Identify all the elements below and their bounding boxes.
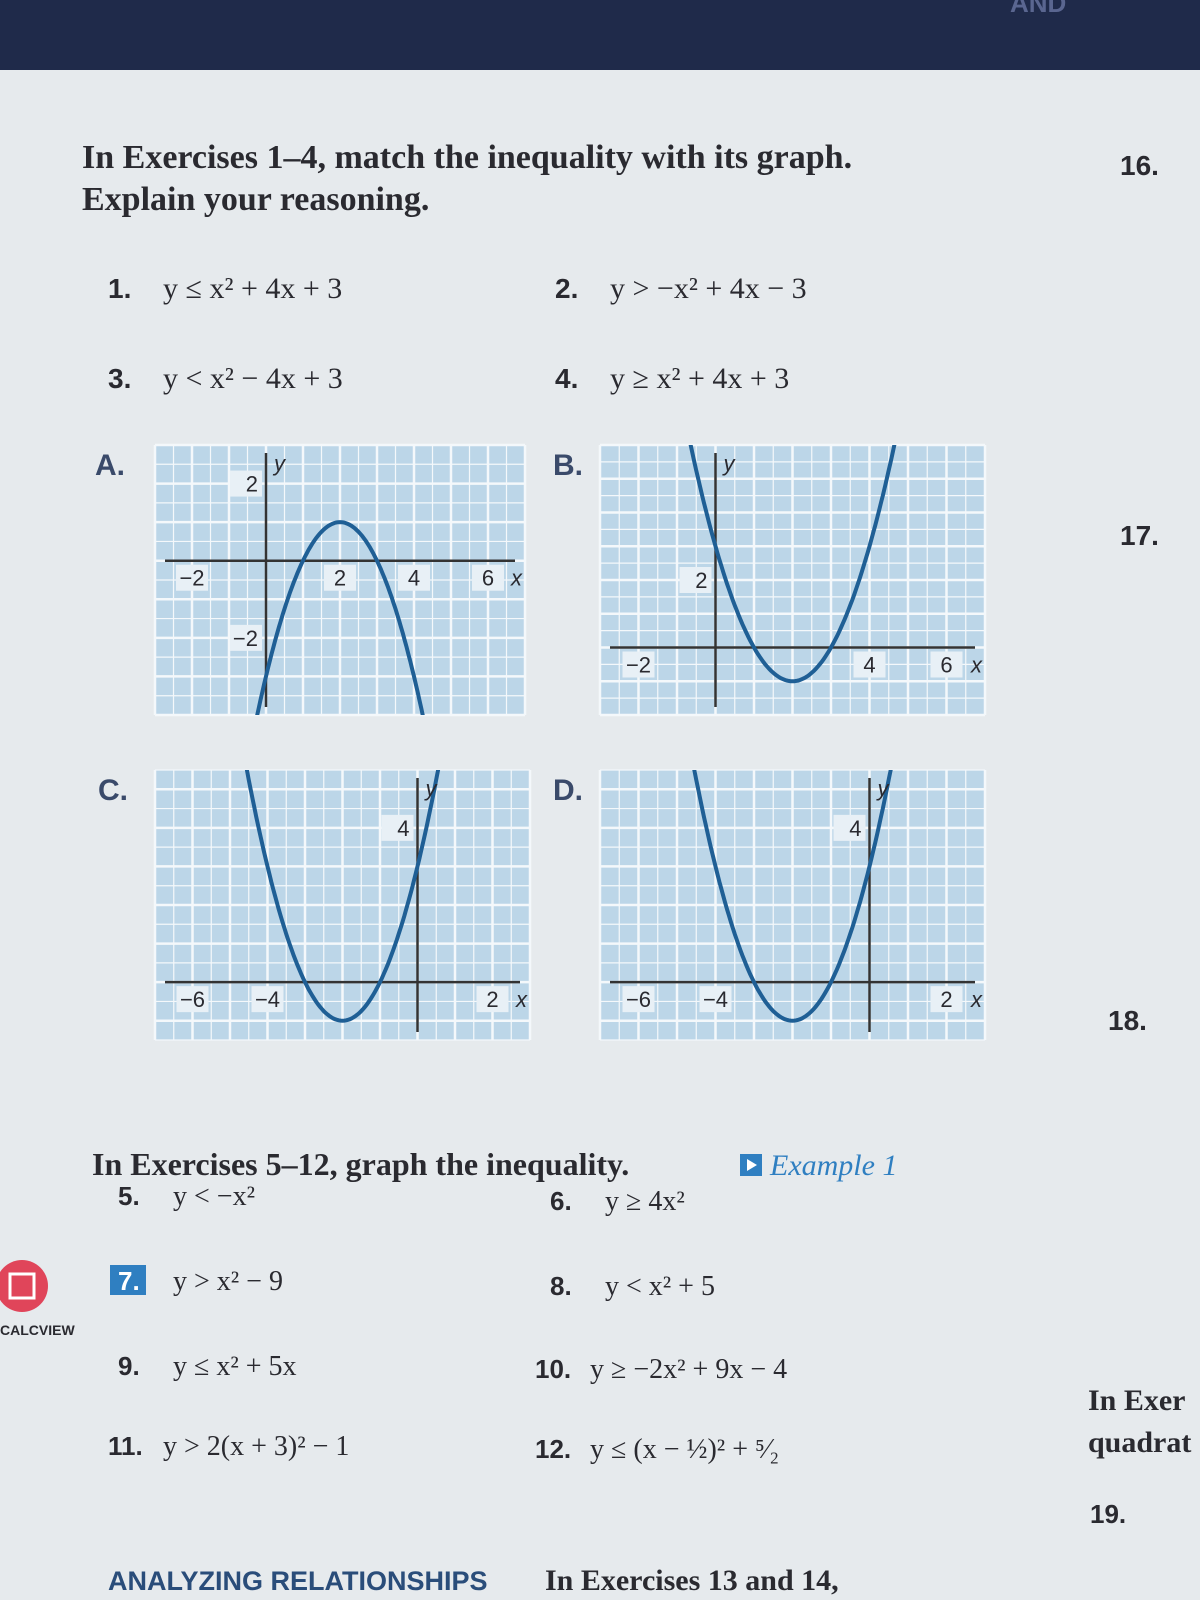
item-number: 11.	[108, 1431, 143, 1461]
y-tick-label: −2	[233, 626, 258, 651]
curve	[692, 770, 893, 1023]
tick-bg	[381, 814, 414, 841]
calcview-label: CALCVIEW	[0, 1322, 75, 1338]
tick-bg	[930, 651, 963, 678]
tick-bg	[622, 651, 655, 678]
x-axis-label: x	[970, 987, 983, 1012]
item-text: y ≤ x² + 5x	[173, 1351, 297, 1382]
x-tick-label: −4	[703, 987, 728, 1012]
graph-label: A.	[95, 449, 125, 482]
x-axis-label: x	[510, 566, 523, 591]
play-icon	[747, 1159, 757, 1171]
item-text: y ≥ −2x² + 9x − 4	[590, 1354, 787, 1385]
instructions: Explain your reasoning.	[82, 181, 429, 218]
x-tick-label: 4	[863, 653, 875, 678]
tick-bg	[833, 814, 866, 841]
y-tick-label: 4	[397, 816, 409, 841]
tick-bg	[622, 986, 655, 1013]
curve	[688, 445, 897, 684]
tick-bg	[230, 624, 262, 651]
x-tick-label: 2	[334, 566, 346, 591]
graph-label: B.	[553, 449, 583, 482]
exercise-number: 18.	[1108, 1005, 1147, 1036]
item-text: y ≥ 4x²	[605, 1186, 685, 1217]
items: 1. y ≤ x² + 4x + 3 2. y > −x² + 4x − 3 3. y <…	[108, 272, 807, 395]
footer-text: In Exercises 13 and 14,	[545, 1564, 839, 1597]
x-tick-label: −6	[626, 987, 651, 1012]
items: 5. y < −x² 6. y ≥ 4x² 7. y > x² − 9 8. y < x² +…	[108, 1181, 787, 1465]
x-tick-label: 2	[940, 987, 952, 1012]
tick-bg	[398, 564, 430, 591]
item-text: y ≤ (x − ½)² + ⁵⁄₂	[590, 1434, 779, 1465]
exercise-number: 17.	[1120, 520, 1159, 551]
graph-label: C.	[98, 774, 128, 807]
tick-bg	[324, 564, 356, 591]
tick-bg	[472, 564, 504, 591]
instructions: In Exercises 5–12, graph the inequality.	[92, 1146, 629, 1182]
x-axis-label: x	[515, 987, 528, 1012]
y-tick-label: 2	[695, 568, 707, 593]
item-number: 2.	[555, 273, 578, 304]
item-text: y < −x²	[173, 1181, 255, 1212]
item-number: 1.	[108, 273, 131, 304]
y-tick-label: 4	[849, 816, 861, 841]
item-number: 8.	[550, 1271, 572, 1301]
tick-bg	[679, 567, 712, 593]
item-text: y ≤ x² + 4x + 3	[163, 272, 342, 305]
x-axis-label: x	[970, 653, 983, 678]
graph-label: D.	[553, 774, 583, 807]
item-text: y < x² − 4x + 3	[163, 362, 343, 395]
item-number: 12.	[535, 1434, 571, 1464]
y-axis-label: y	[876, 776, 891, 801]
item-number: 4.	[555, 363, 578, 394]
item-number: 3.	[108, 363, 131, 394]
item-number: 7.	[118, 1266, 140, 1296]
x-tick-label: −6	[180, 987, 205, 1012]
sidebar-text: In Exer	[1088, 1384, 1186, 1417]
item-number: 6.	[550, 1186, 572, 1216]
curve	[255, 520, 425, 715]
tick-bg	[853, 651, 886, 678]
y-axis-label: y	[424, 776, 439, 801]
x-tick-label: −4	[255, 987, 280, 1012]
header-fragment: AND	[1010, 0, 1066, 18]
instructions: In Exercises 1–4, match the inequality w…	[82, 139, 852, 176]
x-tick-label: 6	[482, 566, 494, 591]
item-number: 10.	[535, 1354, 571, 1384]
item-text: y > −x² + 4x − 3	[610, 272, 807, 305]
exercise-number: 19.	[1090, 1499, 1126, 1529]
tick-bg	[230, 470, 262, 497]
calcview-glyph	[8, 1272, 36, 1300]
item-text: y > x² − 9	[173, 1266, 283, 1297]
x-tick-label: −2	[179, 566, 204, 591]
tick-bg	[251, 986, 284, 1013]
x-tick-label: 2	[486, 987, 498, 1012]
x-tick-label: −2	[626, 653, 651, 678]
tick-bg	[699, 986, 732, 1013]
header-banner	[0, 0, 1200, 70]
sidebar-text: quadrat	[1088, 1426, 1191, 1459]
item-number: 9.	[118, 1351, 140, 1381]
footer-heading: ANALYZING RELATIONSHIPS	[108, 1566, 488, 1596]
exercise-number: 16.	[1120, 150, 1159, 181]
assigned-box	[110, 1265, 146, 1295]
tick-bg	[176, 986, 209, 1013]
x-tick-label: 4	[408, 566, 420, 591]
tick-bg	[176, 564, 208, 591]
x-tick-label: 6	[940, 653, 952, 678]
item-number: 5.	[118, 1181, 140, 1211]
item-text: y > 2(x + 3)² − 1	[163, 1431, 349, 1462]
y-axis-label: y	[272, 451, 287, 476]
curve	[244, 770, 441, 1023]
tick-bg	[476, 986, 509, 1013]
item-text: y < x² + 5	[605, 1271, 715, 1302]
item-text: y ≥ x² + 4x + 3	[610, 362, 789, 395]
y-axis-label: y	[722, 451, 737, 476]
example-link[interactable]: Example 1	[769, 1149, 897, 1182]
tick-bg	[930, 986, 963, 1013]
y-tick-label: 2	[246, 472, 258, 497]
